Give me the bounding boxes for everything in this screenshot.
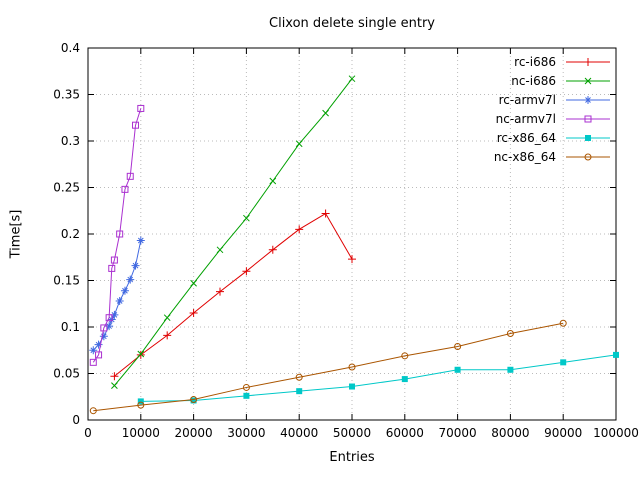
series-nc-i686: [111, 75, 356, 389]
y-tick-label: 0.05: [53, 367, 80, 381]
x-tick-label: 100000: [593, 426, 639, 440]
legend-label-nc-armv7l: nc-armv7l: [496, 112, 556, 126]
y-tick-label: 0: [72, 413, 80, 427]
y-tick-label: 0.3: [61, 134, 80, 148]
series-nc-x86_64: [89, 319, 567, 415]
x-tick-label: 40000: [280, 426, 318, 440]
legend-label-rc-armv7l: rc-armv7l: [499, 93, 556, 107]
y-tick-label: 0.1: [61, 320, 80, 334]
series-rc-x86_64: [137, 351, 619, 405]
x-tick-label: 10000: [122, 426, 160, 440]
legend-label-rc-i686: rc-i686: [514, 55, 556, 69]
legend: rc-i686 nc-i686 rc-armv7l nc-armv7l rc-x86_6…: [494, 55, 610, 164]
y-tick-label: 0.35: [53, 88, 80, 102]
x-tick-label: 80000: [491, 426, 529, 440]
legend-label-nc-i686: nc-i686: [511, 74, 556, 88]
y-tick-label: 0.25: [53, 181, 80, 195]
y-tick-label: 0.15: [53, 274, 80, 288]
x-axis-label: Entries: [329, 450, 375, 465]
series-nc-armv7l: [89, 104, 145, 366]
x-tick-label: 50000: [333, 426, 371, 440]
series-rc-armv7l: [89, 236, 145, 355]
series-rc-i686: [110, 209, 356, 381]
y-tick-label: 0.4: [61, 41, 80, 55]
legend-label-rc-x86_64: rc-x86_64: [497, 131, 556, 145]
x-tick-label: 60000: [386, 426, 424, 440]
axis-ticks: [87, 47, 617, 421]
legend-label-nc-x86_64: nc-x86_64: [494, 150, 556, 164]
x-tick-label: 70000: [439, 426, 477, 440]
x-tick-label: 30000: [227, 426, 265, 440]
grid-lines: [88, 48, 616, 420]
x-tick-label: 90000: [544, 426, 582, 440]
x-tick-label: 0: [84, 426, 92, 440]
x-tick-label: 20000: [175, 426, 213, 440]
chart-title: Clixon delete single entry: [269, 16, 435, 31]
y-tick-label: 0.2: [61, 227, 80, 241]
